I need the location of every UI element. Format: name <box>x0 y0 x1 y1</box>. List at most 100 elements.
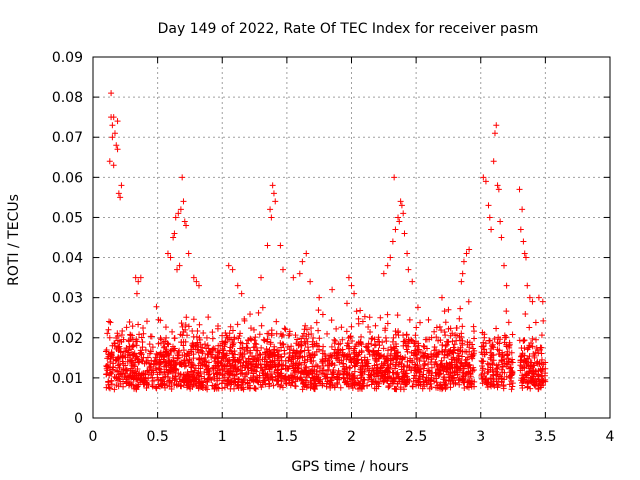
data-point <box>538 373 545 380</box>
data-point <box>525 344 532 351</box>
y-axis-label: ROTI / TECUs <box>6 194 22 286</box>
data-point <box>440 368 447 375</box>
data-point <box>115 343 122 350</box>
data-point <box>400 332 407 339</box>
data-point <box>178 320 185 327</box>
data-point <box>286 363 293 370</box>
data-point <box>178 383 185 390</box>
data-point <box>481 351 488 358</box>
data-point <box>405 266 412 273</box>
data-point <box>134 366 141 373</box>
data-point <box>542 359 549 366</box>
data-point <box>107 385 114 392</box>
data-point <box>149 344 156 351</box>
data-point <box>267 359 274 366</box>
data-point <box>348 323 355 330</box>
data-point <box>433 379 440 386</box>
data-point <box>384 369 391 376</box>
data-point <box>416 357 423 364</box>
data-point <box>187 385 194 392</box>
data-point <box>503 282 510 289</box>
data-point <box>483 375 490 382</box>
data-point <box>438 348 445 355</box>
data-point <box>199 381 206 388</box>
data-point <box>480 174 487 181</box>
data-point <box>518 377 525 384</box>
data-point <box>176 347 183 354</box>
data-point <box>358 356 365 363</box>
data-point <box>110 354 117 361</box>
data-point <box>335 346 342 353</box>
data-point <box>286 328 293 335</box>
data-point <box>398 360 405 367</box>
data-point <box>395 328 402 335</box>
data-point <box>409 278 416 285</box>
data-point <box>212 382 219 389</box>
data-point <box>205 359 212 366</box>
data-point <box>358 333 365 340</box>
data-point <box>110 114 117 121</box>
data-point <box>283 380 290 387</box>
data-point <box>494 182 501 189</box>
data-point <box>184 357 191 364</box>
data-point <box>527 359 534 366</box>
data-point <box>195 343 202 350</box>
data-point <box>517 226 524 233</box>
data-point <box>464 338 471 345</box>
data-point <box>389 238 396 245</box>
data-point <box>157 359 164 366</box>
data-point <box>279 266 286 273</box>
data-point <box>255 309 262 316</box>
data-point <box>521 345 528 352</box>
data-point <box>271 359 278 366</box>
data-point <box>104 330 111 337</box>
data-point <box>494 346 501 353</box>
data-point <box>186 357 193 364</box>
data-point <box>202 357 209 364</box>
data-point <box>165 341 172 348</box>
x-tick-label: 3 <box>476 429 485 445</box>
data-point <box>359 385 365 392</box>
data-point <box>245 355 252 362</box>
data-point <box>357 369 364 376</box>
axis-ticks: 0 0.5 1 1.5 2 2.5 3 3.5 4 0 0.01 0.02 0.03 0.04 0.05 0.… <box>52 50 615 445</box>
data-point <box>303 333 310 340</box>
data-point <box>180 382 187 389</box>
data-point <box>136 331 143 338</box>
data-point <box>278 357 285 364</box>
data-point <box>145 367 152 374</box>
data-point <box>292 332 299 339</box>
data-point <box>357 307 364 314</box>
data-point <box>459 323 466 330</box>
data-point <box>298 361 305 368</box>
data-point <box>156 365 163 372</box>
data-point <box>308 367 315 374</box>
data-point <box>456 333 463 340</box>
data-point <box>278 366 285 373</box>
data-point <box>372 356 379 363</box>
grid-lines <box>93 57 610 418</box>
data-point <box>540 382 547 389</box>
data-point <box>180 198 187 205</box>
data-point <box>453 325 460 332</box>
data-point <box>455 355 462 362</box>
data-point <box>278 344 285 351</box>
data-point <box>481 334 488 341</box>
data-point <box>481 346 488 353</box>
data-point <box>237 363 244 370</box>
data-point <box>428 351 435 358</box>
data-point <box>487 364 494 371</box>
data-point <box>498 234 505 241</box>
data-point <box>414 304 421 311</box>
data-point <box>353 308 360 315</box>
data-point <box>147 348 154 355</box>
data-point <box>526 324 533 331</box>
x-tick-label: 0.5 <box>146 429 168 445</box>
data-point <box>384 347 391 354</box>
data-point <box>182 321 189 328</box>
data-point <box>441 364 448 371</box>
data-point <box>241 317 248 324</box>
data-point <box>126 319 133 326</box>
data-point <box>470 364 477 371</box>
data-point <box>405 343 412 350</box>
